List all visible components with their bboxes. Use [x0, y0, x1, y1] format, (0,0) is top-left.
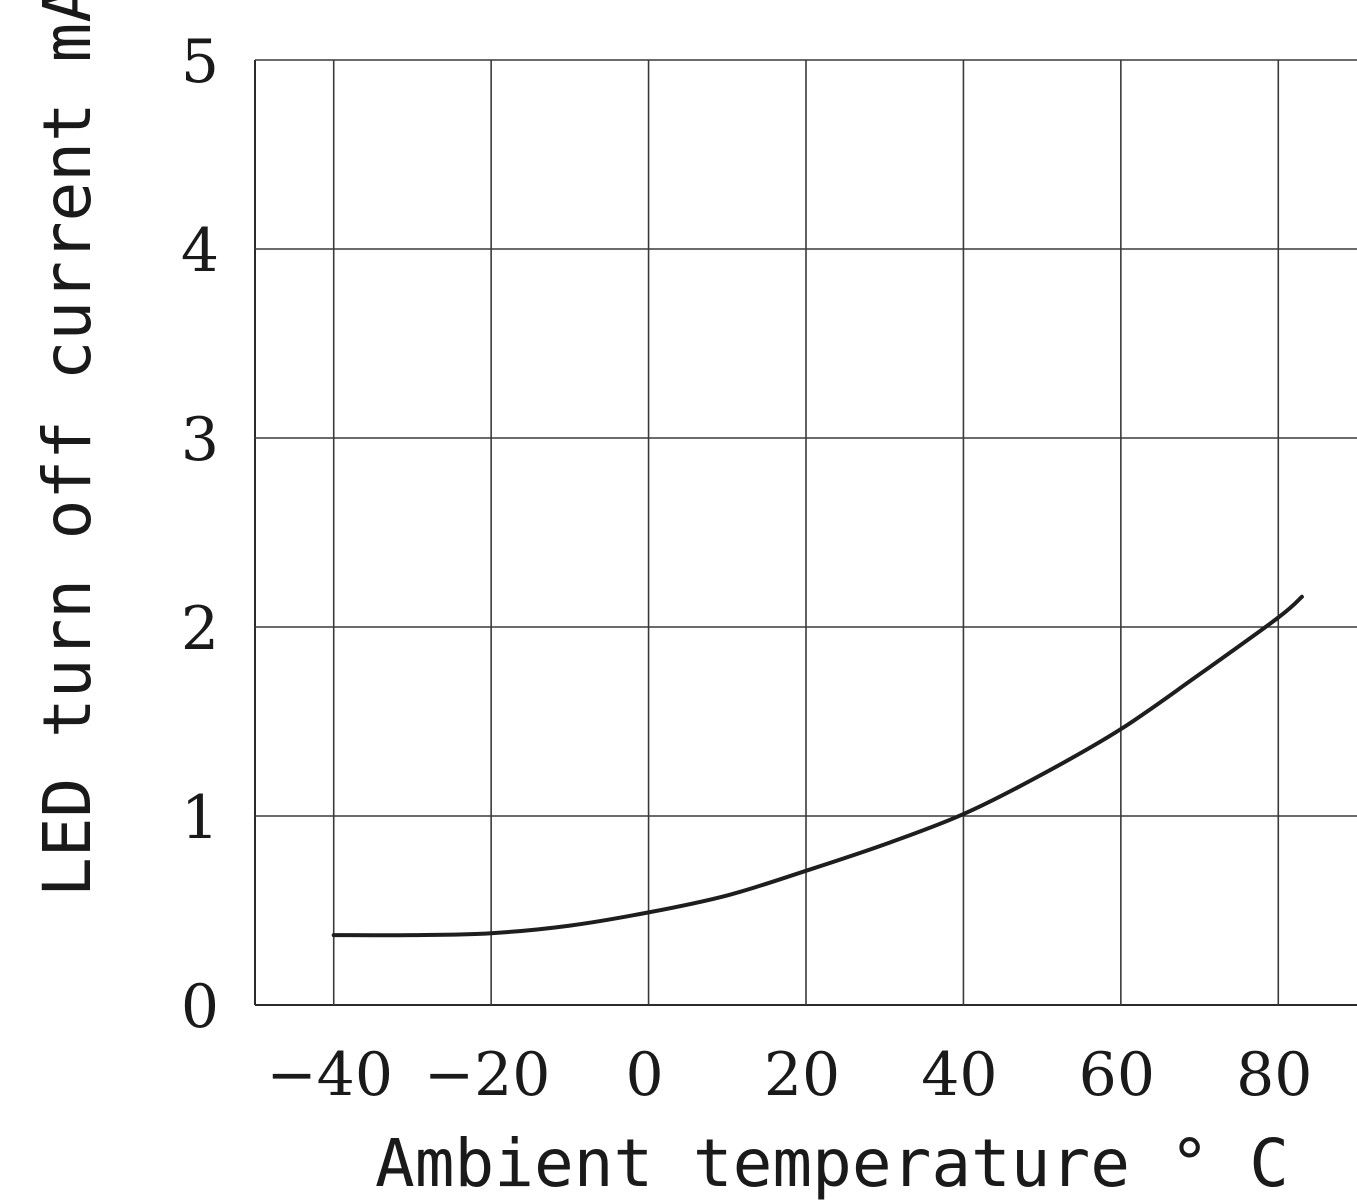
y-axis-title: LED turn off current mA — [29, 0, 106, 897]
y-tick-label-5: 5 — [181, 27, 219, 97]
y-tick-label-4: 4 — [181, 216, 219, 286]
y-tick-labels: 0 1 2 3 4 5 — [181, 27, 219, 1042]
y-tick-label-2: 2 — [181, 594, 219, 664]
x-axis-title: Ambient temperature ° C — [375, 1125, 1289, 1202]
y-tick-label-1: 1 — [181, 783, 219, 853]
x-tick-label-1: −20 — [424, 1040, 551, 1110]
x-tick-label-5: 60 — [1079, 1040, 1155, 1110]
x-tick-label-3: 20 — [764, 1040, 840, 1110]
y-tick-label-0: 0 — [181, 972, 219, 1042]
series-layer — [331, 594, 1304, 938]
x-tick-label-4: 40 — [921, 1040, 997, 1110]
x-tick-labels: −40 −20 0 20 40 60 80 — [266, 1040, 1312, 1110]
x-tick-label-6: 80 — [1236, 1040, 1312, 1110]
x-tick-label-0: −40 — [266, 1040, 393, 1110]
x-tick-label-2: 0 — [625, 1040, 663, 1110]
series-line-0 — [331, 594, 1304, 938]
y-tick-label-3: 3 — [181, 405, 219, 475]
grid — [254, 59, 1357, 1006]
